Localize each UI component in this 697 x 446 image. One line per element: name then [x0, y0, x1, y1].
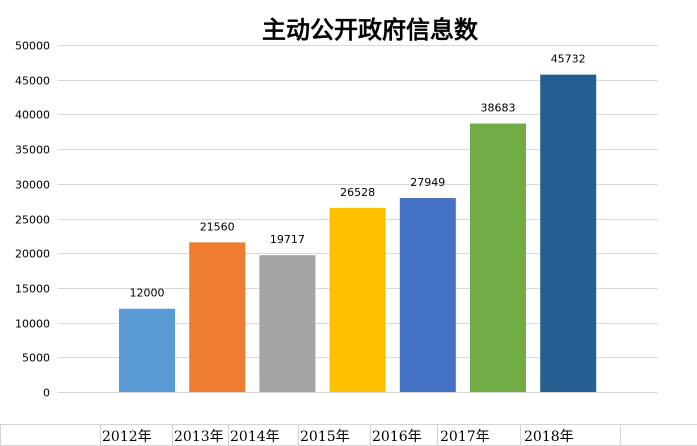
data-label: 19717	[270, 233, 305, 246]
y-tick-label: 25000	[15, 214, 50, 227]
y-tick-label: 50000	[15, 40, 50, 53]
chart-title: 主动公开政府信息数	[262, 15, 479, 44]
sheet-col-line	[437, 424, 438, 446]
y-tick-label: 20000	[15, 248, 50, 261]
bar-7[interactable]	[540, 74, 597, 392]
y-tick-label: 0	[43, 387, 50, 400]
data-label: 45732	[551, 53, 586, 66]
y-tick-label: 35000	[15, 144, 50, 157]
y-tick-label: 15000	[15, 283, 50, 296]
x-category-label: 2013年	[174, 429, 224, 445]
data-labels: 12000 21560 19717 26528 27949 38683 45732	[130, 53, 586, 300]
bar-6[interactable]	[470, 123, 526, 392]
sheet-col-line	[100, 424, 101, 446]
data-label: 26528	[340, 186, 375, 199]
sheet-col-line	[0, 424, 1, 446]
x-category-label: 2017年	[440, 429, 490, 445]
y-tick-label: 40000	[15, 109, 50, 122]
bars	[119, 74, 597, 392]
y-axis-tick-labels: 0 5000 10000 15000 20000 25000 30000 35000 40000…	[15, 40, 50, 400]
y-tick-label: 5000	[22, 352, 50, 365]
sheet-col-line	[172, 424, 173, 446]
data-label: 12000	[130, 287, 165, 300]
data-label: 27949	[410, 176, 445, 189]
bar-3[interactable]	[259, 255, 316, 392]
sheet-col-line	[370, 424, 371, 446]
sheet-col-line	[298, 424, 299, 446]
y-tick-label: 30000	[15, 179, 50, 192]
sheet-col-line	[620, 424, 621, 446]
x-category-label: 2014年	[230, 429, 280, 445]
x-category-label: 2015年	[300, 429, 350, 445]
x-category-label: 2012年	[102, 429, 152, 445]
sheet-row-line	[0, 424, 697, 425]
sheet-col-line	[520, 424, 521, 446]
bar-5[interactable]	[399, 198, 456, 392]
y-tick-label: 10000	[15, 318, 50, 331]
bar-4[interactable]	[329, 207, 386, 392]
bar-1[interactable]	[119, 308, 175, 392]
data-label: 21560	[200, 220, 235, 233]
x-category-label: 2018年	[524, 429, 574, 445]
x-category-label: 2016年	[372, 429, 422, 445]
bar-2[interactable]	[189, 242, 246, 392]
y-tick-label: 45000	[15, 75, 50, 88]
sheet-col-line	[228, 424, 229, 446]
data-label: 38683	[481, 102, 516, 115]
